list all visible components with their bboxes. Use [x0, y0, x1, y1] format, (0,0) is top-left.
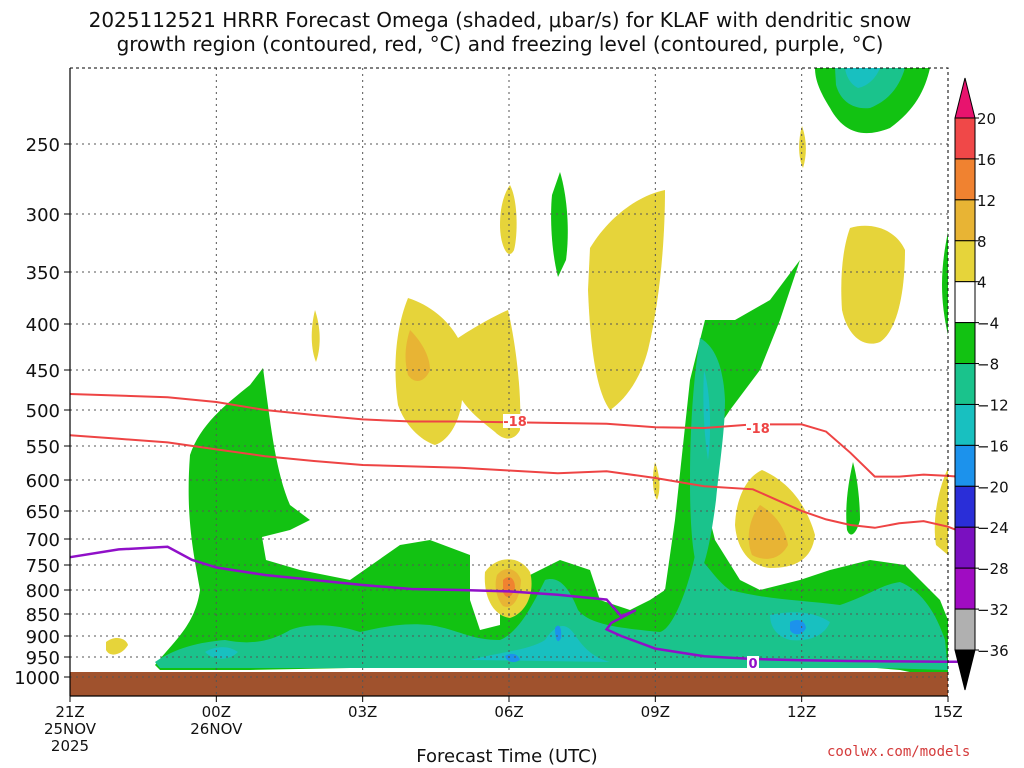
- colorbar-swatch: [954, 322, 976, 365]
- y-tick-label: 400: [26, 315, 60, 336]
- y-tick-label: 950: [26, 648, 60, 669]
- x-tick-label: 06Z: [494, 703, 523, 721]
- colorbar-label: −24: [977, 519, 1009, 537]
- x-tick-label: 26NOV: [190, 720, 243, 738]
- colorbar-label: 12: [977, 192, 996, 210]
- colorbar-label: 16: [977, 151, 996, 169]
- colorbar-swatch: [954, 567, 976, 610]
- colorbar-label: −36: [977, 642, 1009, 660]
- dgz-contour-lower: [69, 434, 959, 532]
- y-tick-label: 550: [26, 437, 60, 458]
- x-axis-label-text: Forecast Time (UTC): [416, 746, 598, 767]
- x-tick-label: 03Z: [348, 703, 377, 721]
- colorbar-label: −20: [977, 478, 1009, 496]
- y-tick-label: 300: [26, 205, 60, 226]
- omega-yellow-region-3: [841, 225, 905, 344]
- colorbar-swatch: [954, 158, 976, 201]
- colorbar-legend: 20 16 12 8 4 −4 −8 −12 −16 −20 −24 −28 −32 −36: [954, 77, 1009, 691]
- omega-teal-region-lower: [155, 555, 948, 670]
- y-tick-label: 850: [26, 605, 60, 626]
- omega-cyan-region-low: [470, 625, 610, 662]
- colorbar-swatch: [954, 403, 976, 446]
- y-tick-label: 800: [26, 581, 60, 602]
- colorbar-label: −28: [977, 560, 1009, 578]
- contour-lines: -18 -18 0: [69, 393, 959, 672]
- omega-cyan-region-top-right: [845, 68, 880, 88]
- omega-shading: [106, 68, 948, 680]
- freezing-label: 0: [747, 656, 759, 672]
- colorbar-label: 4: [977, 274, 987, 292]
- colorbar-swatch: [954, 199, 976, 242]
- colorbar-label: −12: [977, 396, 1009, 414]
- y-axis-ticks: 2503003504004505005506006507007508008509…: [14, 135, 70, 689]
- x-tick-label: 12Z: [787, 703, 816, 721]
- colorbar-swatch: [954, 240, 976, 283]
- y-tick-label: 250: [26, 135, 60, 156]
- omega-yellow-region-7: [311, 310, 320, 362]
- colorbar-label: 8: [977, 233, 987, 251]
- omega-green-region-upper-mid: [551, 172, 568, 277]
- colorbar-top-arrow: [954, 77, 976, 119]
- omega-cyan-region-tall: [703, 370, 711, 460]
- omega-yellow-region-1: [395, 298, 521, 445]
- omega-yellow-region-8: [106, 638, 128, 655]
- gridlines: [70, 68, 948, 696]
- chart-title: 2025112521 HRRR Forecast Omega (shaded, …: [0, 8, 1000, 56]
- colorbar-swatch: [954, 526, 976, 569]
- y-tick-label: 1000: [14, 668, 60, 689]
- omega-orange-core-2: [748, 505, 788, 559]
- y-tick-label: 350: [26, 263, 60, 284]
- y-tick-label: 600: [26, 471, 60, 492]
- colorbar-label: −4: [977, 315, 999, 333]
- dgz-label-2: -18: [746, 421, 770, 437]
- title-line-2: growth region (contoured, red, °C) and f…: [116, 32, 884, 56]
- omega-yellow-region-2: [588, 190, 665, 410]
- dgz-contour-label: -18: [503, 415, 527, 430]
- colorbar-swatch: [954, 363, 976, 405]
- x-tick-label: 21Z: [55, 703, 84, 721]
- y-tick-label: 500: [26, 401, 60, 422]
- omega-blue-core-1: [790, 620, 806, 635]
- dgz-contour-label: -18: [746, 422, 770, 437]
- x-axis-label: Forecast Time (UTC): [0, 746, 1024, 767]
- omega-blue-core-3: [505, 653, 520, 663]
- freezing-contour-label: 0: [748, 657, 757, 672]
- colorbar-label: −16: [977, 437, 1009, 455]
- y-tick-label: 650: [26, 502, 60, 523]
- site-credit: coolwx.com/models: [827, 744, 971, 760]
- x-tick-label: 09Z: [641, 703, 670, 721]
- colorbar-swatch: [954, 485, 976, 528]
- omega-orange-core-1: [405, 330, 430, 382]
- omega-yellow-region-4: [500, 185, 517, 254]
- omega-yellow-region-9: [652, 462, 660, 500]
- colorbar-swatch: [954, 281, 976, 324]
- omega-green-region-right-edge: [942, 232, 948, 335]
- y-tick-label: 700: [26, 530, 60, 551]
- colorbar-label: −8: [977, 356, 999, 374]
- omega-cyan-region-left: [205, 647, 238, 659]
- omega-green-region-main: [155, 260, 948, 680]
- title-line-1: 2025112521 HRRR Forecast Omega (shaded, …: [88, 8, 912, 32]
- colorbar-swatch: [954, 608, 976, 651]
- y-tick-label: 750: [26, 556, 60, 577]
- colorbar-bottom-arrow: [954, 649, 976, 691]
- freezing-level-contour: [69, 545, 958, 664]
- x-tick-label: 2025: [51, 737, 89, 755]
- colorbar-label: 20: [977, 110, 996, 128]
- y-tick-label: 900: [26, 627, 60, 648]
- omega-blue-core-2: [555, 625, 562, 642]
- colorbar-label: −32: [977, 601, 1009, 619]
- colorbar-swatch: [954, 444, 976, 487]
- y-tick-label: 450: [26, 361, 60, 382]
- x-tick-label: 00Z: [202, 703, 231, 721]
- dgz-label-1: -18: [503, 414, 527, 430]
- x-tick-label: 25NOV: [44, 720, 97, 738]
- dgz-contour-upper: [69, 393, 958, 478]
- omega-yellow-region-10: [799, 126, 806, 168]
- x-tick-label: 15Z: [933, 703, 962, 721]
- colorbar-swatch: [954, 117, 976, 160]
